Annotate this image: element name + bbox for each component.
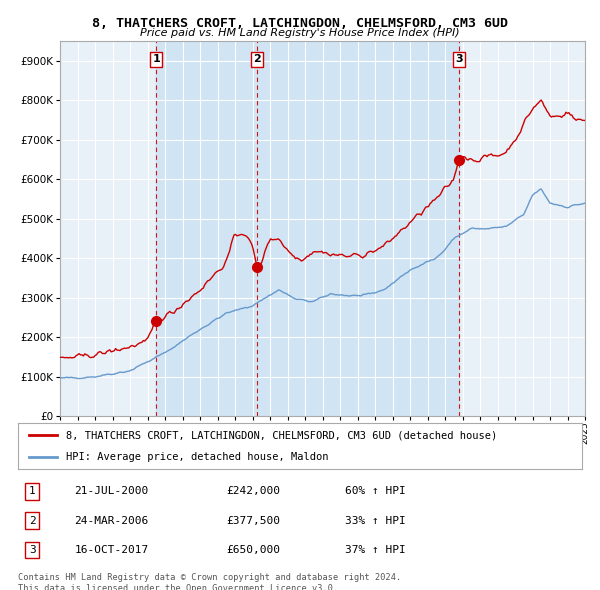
Text: Contains HM Land Registry data © Crown copyright and database right 2024.
This d: Contains HM Land Registry data © Crown c… (18, 573, 401, 590)
Text: 24-MAR-2006: 24-MAR-2006 (74, 516, 149, 526)
Text: 2: 2 (253, 54, 261, 64)
Text: 37% ↑ HPI: 37% ↑ HPI (345, 545, 406, 555)
Text: 3: 3 (29, 545, 35, 555)
Text: £242,000: £242,000 (227, 486, 281, 496)
Text: 2: 2 (29, 516, 35, 526)
Text: 3: 3 (455, 54, 463, 64)
Text: £377,500: £377,500 (227, 516, 281, 526)
Text: HPI: Average price, detached house, Maldon: HPI: Average price, detached house, Mald… (66, 451, 328, 461)
Text: 33% ↑ HPI: 33% ↑ HPI (345, 516, 406, 526)
Text: Price paid vs. HM Land Registry's House Price Index (HPI): Price paid vs. HM Land Registry's House … (140, 28, 460, 38)
Text: 8, THATCHERS CROFT, LATCHINGDON, CHELMSFORD, CM3 6UD: 8, THATCHERS CROFT, LATCHINGDON, CHELMSF… (92, 17, 508, 30)
Bar (156, 41, 257, 416)
Text: 8, THATCHERS CROFT, LATCHINGDON, CHELMSFORD, CM3 6UD (detached house): 8, THATCHERS CROFT, LATCHINGDON, CHELMSF… (66, 431, 497, 441)
Text: 1: 1 (29, 486, 35, 496)
Text: 16-OCT-2017: 16-OCT-2017 (74, 545, 149, 555)
Text: £650,000: £650,000 (227, 545, 281, 555)
Bar (257, 41, 459, 416)
Text: 21-JUL-2000: 21-JUL-2000 (74, 486, 149, 496)
Text: 60% ↑ HPI: 60% ↑ HPI (345, 486, 406, 496)
Text: 1: 1 (152, 54, 160, 64)
